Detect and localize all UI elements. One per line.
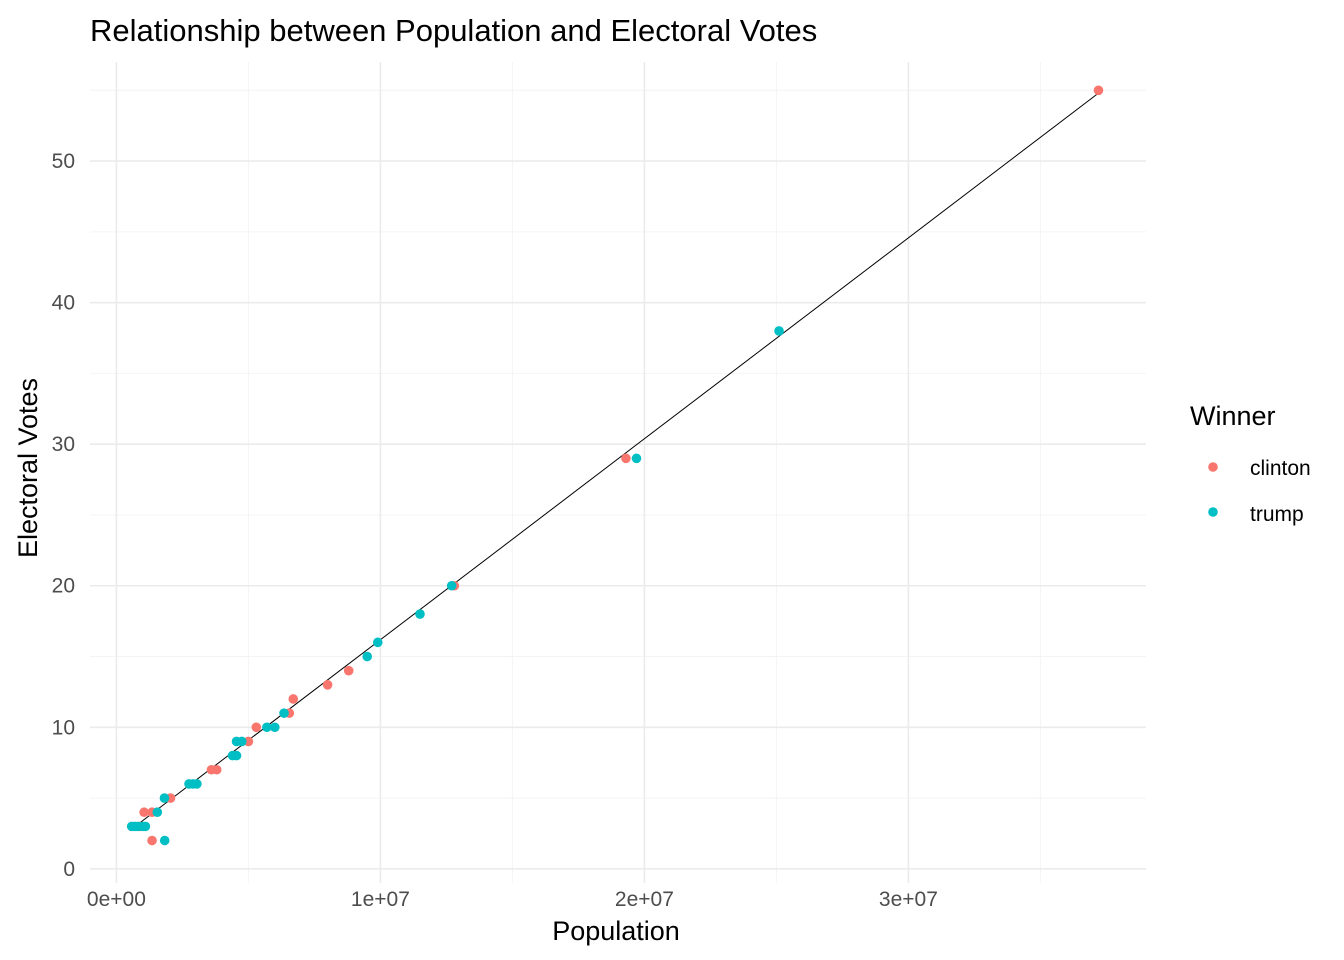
point-trump <box>362 651 373 662</box>
x-axis-ticks: 0e+00 1e+07 2e+07 3e+07 <box>87 888 938 911</box>
legend-title: Winner <box>1190 401 1276 431</box>
point-trump <box>270 722 280 733</box>
y-tick-label: 20 <box>52 575 75 598</box>
point-trump <box>159 835 170 846</box>
chart-title: Relationship between Population and Elec… <box>90 13 817 48</box>
x-tick-label: 2e+07 <box>615 888 674 911</box>
point-trump <box>231 750 242 761</box>
point-trump <box>237 736 247 747</box>
point-trump <box>631 453 642 464</box>
point-clinton <box>322 680 333 690</box>
point-trump <box>262 722 272 733</box>
x-tick-label: 0e+00 <box>87 888 146 911</box>
point-clinton <box>147 835 157 846</box>
legend-label-clinton: clinton <box>1250 457 1311 480</box>
legend-marker-trump <box>1208 507 1218 517</box>
y-axis-ticks: 0 10 20 30 40 50 <box>52 150 75 881</box>
point-clinton <box>343 665 354 676</box>
point-clinton <box>243 736 254 747</box>
legend-label-trump: trump <box>1250 503 1304 526</box>
legend-marker-clinton <box>1208 462 1218 472</box>
point-clinton <box>211 764 222 775</box>
grid <box>90 62 1146 883</box>
point-trump <box>279 708 289 718</box>
point-trump <box>152 807 163 818</box>
point-clinton <box>139 807 149 818</box>
point-clinton <box>621 453 631 464</box>
y-tick-label: 10 <box>52 716 75 739</box>
trend-line <box>129 92 1099 832</box>
point-clinton <box>251 722 262 733</box>
point-clinton <box>288 694 299 704</box>
x-tick-label: 3e+07 <box>879 888 938 911</box>
point-trump <box>774 326 784 336</box>
point-trump <box>446 580 457 591</box>
data-points <box>126 85 1104 846</box>
point-trump <box>372 637 383 648</box>
y-tick-label: 0 <box>63 858 75 881</box>
y-axis-title: Electoral Votes <box>13 378 43 558</box>
legend: Winner clinton trump <box>1190 401 1311 526</box>
point-trump <box>140 821 151 832</box>
point-trump <box>159 793 170 803</box>
y-tick-label: 40 <box>52 292 75 315</box>
point-trump <box>415 609 425 619</box>
y-tick-label: 30 <box>52 433 75 456</box>
y-tick-label: 50 <box>52 150 75 173</box>
point-trump <box>192 779 202 789</box>
x-tick-label: 1e+07 <box>351 888 410 911</box>
point-clinton <box>1093 85 1104 96</box>
x-axis-title: Population <box>552 916 680 946</box>
